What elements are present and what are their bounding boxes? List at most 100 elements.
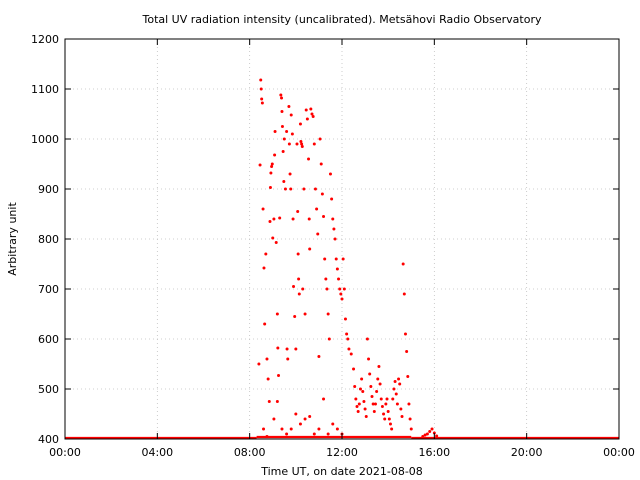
data-point xyxy=(338,287,342,291)
data-point xyxy=(272,417,276,421)
data-point xyxy=(349,352,353,356)
data-point xyxy=(384,402,388,406)
data-point xyxy=(297,277,301,281)
data-point xyxy=(313,187,317,191)
y-axis-label: Arbitrary unit xyxy=(6,202,19,276)
data-point xyxy=(322,397,326,401)
y-tick-label: 1000 xyxy=(31,133,59,146)
data-point xyxy=(300,145,304,148)
y-tick-label: 700 xyxy=(38,283,59,296)
data-point xyxy=(309,107,313,111)
data-point xyxy=(339,292,343,296)
data-point xyxy=(267,400,271,403)
data-point xyxy=(277,374,281,377)
data-point xyxy=(290,132,294,136)
data-point xyxy=(334,257,338,261)
data-point xyxy=(304,108,308,112)
data-point xyxy=(375,390,379,393)
data-point xyxy=(430,427,434,431)
data-point xyxy=(272,217,276,221)
y-tick-label: 800 xyxy=(38,233,59,246)
data-point xyxy=(298,422,302,426)
data-point xyxy=(423,433,427,437)
data-point xyxy=(425,432,429,436)
data-point xyxy=(320,192,324,196)
x-axis-label: Time UT, on date 2021-08-08 xyxy=(260,465,423,478)
data-point xyxy=(376,377,380,381)
data-point xyxy=(379,397,383,401)
data-point xyxy=(274,241,278,244)
data-point xyxy=(260,97,264,101)
data-point xyxy=(331,422,335,426)
data-point xyxy=(308,247,312,251)
data-point xyxy=(294,347,298,351)
data-point xyxy=(259,78,263,82)
data-point xyxy=(311,115,315,118)
data-point xyxy=(286,357,290,361)
x-tick-label: 04:00 xyxy=(141,446,173,459)
data-point xyxy=(391,397,395,401)
data-point xyxy=(386,410,390,413)
data-point xyxy=(280,125,284,128)
data-point xyxy=(262,427,266,431)
data-point xyxy=(280,110,284,113)
data-point xyxy=(273,130,277,133)
data-point xyxy=(370,395,374,398)
data-point xyxy=(331,217,335,221)
data-point xyxy=(365,337,369,341)
chart-title: Total UV radiation intensity (uncalibrat… xyxy=(142,13,542,26)
data-point xyxy=(393,380,397,383)
data-point xyxy=(275,400,279,403)
data-point xyxy=(294,412,298,416)
data-point xyxy=(340,297,344,301)
data-point xyxy=(332,227,336,231)
data-point xyxy=(289,427,293,431)
data-point xyxy=(282,137,286,141)
data-point xyxy=(270,162,274,166)
data-point xyxy=(296,252,300,256)
data-point xyxy=(319,162,323,166)
data-point xyxy=(307,157,311,161)
data-point xyxy=(303,312,307,316)
data-point xyxy=(296,210,300,213)
data-point xyxy=(341,257,345,261)
data-point xyxy=(298,122,302,126)
data-point xyxy=(261,207,265,211)
data-point xyxy=(326,312,330,316)
data-point xyxy=(407,402,411,406)
data-point xyxy=(312,142,316,146)
data-point xyxy=(287,105,291,108)
data-point xyxy=(279,93,283,97)
data-point xyxy=(297,292,301,296)
data-point xyxy=(328,172,332,176)
data-point xyxy=(299,140,303,143)
data-point xyxy=(280,427,284,431)
data-point xyxy=(271,236,275,240)
data-point xyxy=(282,180,286,183)
data-point xyxy=(333,237,337,241)
data-point xyxy=(383,417,387,421)
data-point xyxy=(406,375,410,378)
data-point xyxy=(377,365,381,368)
data-point xyxy=(317,355,321,358)
data-point xyxy=(265,357,269,361)
data-point xyxy=(402,292,406,296)
data-point xyxy=(273,153,277,157)
data-point xyxy=(287,142,291,146)
y-tick-label: 600 xyxy=(38,333,59,346)
data-point xyxy=(380,405,384,408)
data-point xyxy=(354,397,358,401)
data-point xyxy=(395,402,399,406)
data-point xyxy=(405,350,409,353)
data-point xyxy=(390,427,394,431)
data-point xyxy=(301,287,305,291)
data-point xyxy=(310,112,314,116)
data-point xyxy=(358,387,362,391)
data-point xyxy=(342,287,346,291)
data-point xyxy=(265,435,269,438)
data-point xyxy=(353,385,357,388)
data-point xyxy=(276,346,280,350)
data-point xyxy=(372,410,376,413)
data-point xyxy=(263,322,267,326)
